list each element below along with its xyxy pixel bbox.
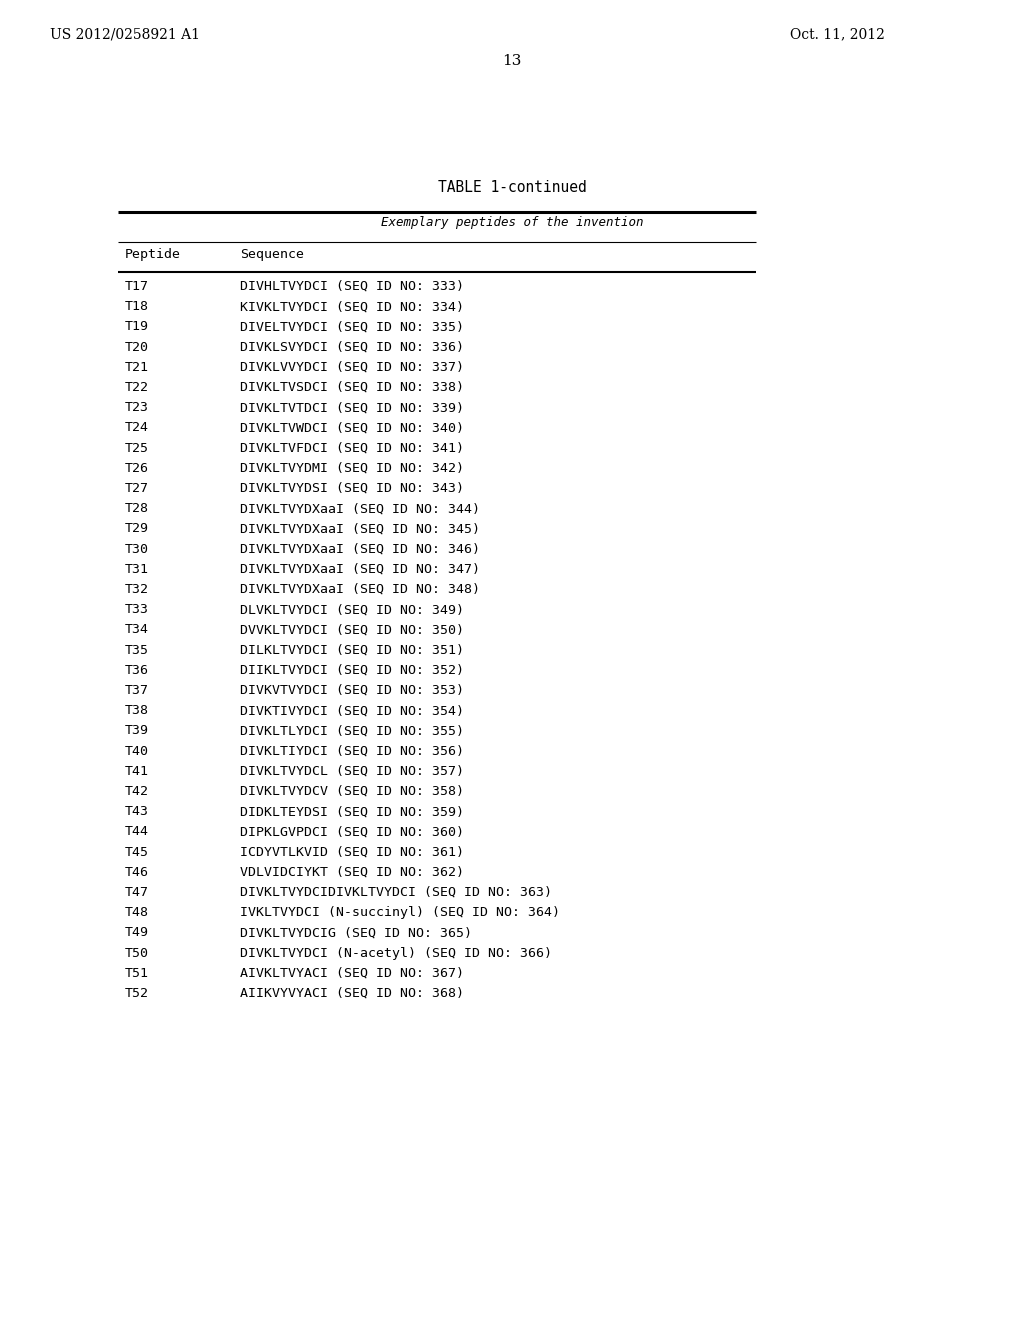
Text: T31: T31 — [125, 562, 150, 576]
Text: DIPKLGVPDCI (SEQ ID NO: 360): DIPKLGVPDCI (SEQ ID NO: 360) — [240, 825, 464, 838]
Text: T22: T22 — [125, 381, 150, 393]
Text: T47: T47 — [125, 886, 150, 899]
Text: Peptide: Peptide — [125, 248, 181, 261]
Text: KIVKLTVYDCI (SEQ ID NO: 334): KIVKLTVYDCI (SEQ ID NO: 334) — [240, 300, 464, 313]
Text: DILKLTVYDCI (SEQ ID NO: 351): DILKLTVYDCI (SEQ ID NO: 351) — [240, 644, 464, 656]
Text: AIVKLTVYACI (SEQ ID NO: 367): AIVKLTVYACI (SEQ ID NO: 367) — [240, 966, 464, 979]
Text: T50: T50 — [125, 946, 150, 960]
Text: DIVKLTVYDCV (SEQ ID NO: 358): DIVKLTVYDCV (SEQ ID NO: 358) — [240, 785, 464, 799]
Text: VDLVIDCIYKT (SEQ ID NO: 362): VDLVIDCIYKT (SEQ ID NO: 362) — [240, 866, 464, 879]
Text: T37: T37 — [125, 684, 150, 697]
Text: DIVKLTVYDCIG (SEQ ID NO: 365): DIVKLTVYDCIG (SEQ ID NO: 365) — [240, 927, 472, 940]
Text: DIVKTIVYDCI (SEQ ID NO: 354): DIVKTIVYDCI (SEQ ID NO: 354) — [240, 704, 464, 717]
Text: T36: T36 — [125, 664, 150, 677]
Text: DIVKLTVYDXaaI (SEQ ID NO: 345): DIVKLTVYDXaaI (SEQ ID NO: 345) — [240, 523, 480, 536]
Text: T42: T42 — [125, 785, 150, 799]
Text: DIVKLTVWDCI (SEQ ID NO: 340): DIVKLTVWDCI (SEQ ID NO: 340) — [240, 421, 464, 434]
Text: DIVKLTVTDCI (SEQ ID NO: 339): DIVKLTVTDCI (SEQ ID NO: 339) — [240, 401, 464, 414]
Text: US 2012/0258921 A1: US 2012/0258921 A1 — [50, 26, 200, 41]
Text: DIVKLTVYDCL (SEQ ID NO: 357): DIVKLTVYDCL (SEQ ID NO: 357) — [240, 764, 464, 777]
Text: T23: T23 — [125, 401, 150, 414]
Text: T20: T20 — [125, 341, 150, 354]
Text: T30: T30 — [125, 543, 150, 556]
Text: T18: T18 — [125, 300, 150, 313]
Text: T52: T52 — [125, 987, 150, 1001]
Text: DIVKLTVYDSI (SEQ ID NO: 343): DIVKLTVYDSI (SEQ ID NO: 343) — [240, 482, 464, 495]
Text: DIVKLTVYDXaaI (SEQ ID NO: 347): DIVKLTVYDXaaI (SEQ ID NO: 347) — [240, 562, 480, 576]
Text: T46: T46 — [125, 866, 150, 879]
Text: DIVKLTVYDXaaI (SEQ ID NO: 344): DIVKLTVYDXaaI (SEQ ID NO: 344) — [240, 502, 480, 515]
Text: DIVKLTVYDXaaI (SEQ ID NO: 346): DIVKLTVYDXaaI (SEQ ID NO: 346) — [240, 543, 480, 556]
Text: ICDYVTLKVID (SEQ ID NO: 361): ICDYVTLKVID (SEQ ID NO: 361) — [240, 846, 464, 858]
Text: Sequence: Sequence — [240, 248, 304, 261]
Text: DIVKLTVYDCI (N-acetyl) (SEQ ID NO: 366): DIVKLTVYDCI (N-acetyl) (SEQ ID NO: 366) — [240, 946, 552, 960]
Text: T26: T26 — [125, 462, 150, 475]
Text: T32: T32 — [125, 583, 150, 597]
Text: DIVKLTVYDXaaI (SEQ ID NO: 348): DIVKLTVYDXaaI (SEQ ID NO: 348) — [240, 583, 480, 597]
Text: DIVKLTVYDCIDIVKLTVYDCI (SEQ ID NO: 363): DIVKLTVYDCIDIVKLTVYDCI (SEQ ID NO: 363) — [240, 886, 552, 899]
Text: T28: T28 — [125, 502, 150, 515]
Text: Oct. 11, 2012: Oct. 11, 2012 — [790, 26, 885, 41]
Text: DIVKLTLYDCI (SEQ ID NO: 355): DIVKLTLYDCI (SEQ ID NO: 355) — [240, 725, 464, 738]
Text: DLVKLTVYDCI (SEQ ID NO: 349): DLVKLTVYDCI (SEQ ID NO: 349) — [240, 603, 464, 616]
Text: T27: T27 — [125, 482, 150, 495]
Text: DIVELTVYDCI (SEQ ID NO: 335): DIVELTVYDCI (SEQ ID NO: 335) — [240, 321, 464, 334]
Text: DIVKLTVSDCI (SEQ ID NO: 338): DIVKLTVSDCI (SEQ ID NO: 338) — [240, 381, 464, 393]
Text: T39: T39 — [125, 725, 150, 738]
Text: T48: T48 — [125, 907, 150, 919]
Text: IVKLTVYDCI (N-succinyl) (SEQ ID NO: 364): IVKLTVYDCI (N-succinyl) (SEQ ID NO: 364) — [240, 907, 560, 919]
Text: DIVKLTVFDCI (SEQ ID NO: 341): DIVKLTVFDCI (SEQ ID NO: 341) — [240, 442, 464, 454]
Text: T40: T40 — [125, 744, 150, 758]
Text: T43: T43 — [125, 805, 150, 818]
Text: T51: T51 — [125, 966, 150, 979]
Text: T45: T45 — [125, 846, 150, 858]
Text: T44: T44 — [125, 825, 150, 838]
Text: T19: T19 — [125, 321, 150, 334]
Text: T35: T35 — [125, 644, 150, 656]
Text: T25: T25 — [125, 442, 150, 454]
Text: DIIKLTVYDCI (SEQ ID NO: 352): DIIKLTVYDCI (SEQ ID NO: 352) — [240, 664, 464, 677]
Text: DIVKLTIYDCI (SEQ ID NO: 356): DIVKLTIYDCI (SEQ ID NO: 356) — [240, 744, 464, 758]
Text: DIVHLTVYDCI (SEQ ID NO: 333): DIVHLTVYDCI (SEQ ID NO: 333) — [240, 280, 464, 293]
Text: T34: T34 — [125, 623, 150, 636]
Text: DIVKVTVYDCI (SEQ ID NO: 353): DIVKVTVYDCI (SEQ ID NO: 353) — [240, 684, 464, 697]
Text: T49: T49 — [125, 927, 150, 940]
Text: T24: T24 — [125, 421, 150, 434]
Text: T38: T38 — [125, 704, 150, 717]
Text: T33: T33 — [125, 603, 150, 616]
Text: T41: T41 — [125, 764, 150, 777]
Text: T29: T29 — [125, 523, 150, 536]
Text: T21: T21 — [125, 360, 150, 374]
Text: DIVKLSVYDCI (SEQ ID NO: 336): DIVKLSVYDCI (SEQ ID NO: 336) — [240, 341, 464, 354]
Text: 13: 13 — [503, 54, 521, 69]
Text: TABLE 1-continued: TABLE 1-continued — [437, 180, 587, 195]
Text: DIVKLTVYDMI (SEQ ID NO: 342): DIVKLTVYDMI (SEQ ID NO: 342) — [240, 462, 464, 475]
Text: Exemplary peptides of the invention: Exemplary peptides of the invention — [381, 216, 643, 228]
Text: T17: T17 — [125, 280, 150, 293]
Text: DIDKLTEYDSI (SEQ ID NO: 359): DIDKLTEYDSI (SEQ ID NO: 359) — [240, 805, 464, 818]
Text: DIVKLVVYDCI (SEQ ID NO: 337): DIVKLVVYDCI (SEQ ID NO: 337) — [240, 360, 464, 374]
Text: AIIKVYVYACI (SEQ ID NO: 368): AIIKVYVYACI (SEQ ID NO: 368) — [240, 987, 464, 1001]
Text: DVVKLTVYDCI (SEQ ID NO: 350): DVVKLTVYDCI (SEQ ID NO: 350) — [240, 623, 464, 636]
